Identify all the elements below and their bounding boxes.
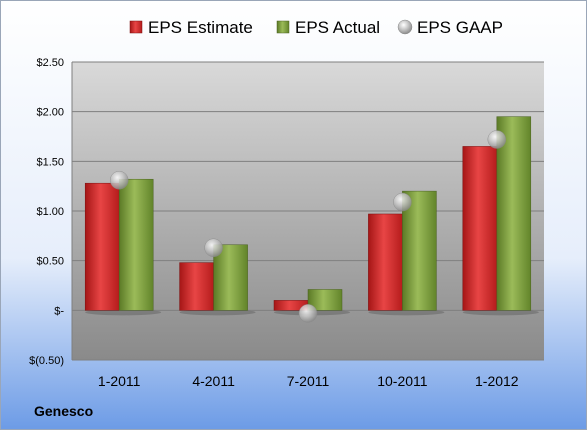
bar-eps-actual — [496, 116, 532, 311]
bar-eps-actual — [307, 289, 343, 311]
bar-eps-estimate — [84, 182, 120, 311]
bar-eps-estimate — [462, 146, 498, 311]
legend-label: EPS Estimate — [148, 18, 253, 37]
plot-area: $(0.50) $- $0.50 $1.00 $1.50 $2.00 $2.50 1-2011… — [29, 57, 544, 389]
point-eps-gaap — [298, 304, 318, 323]
bar-eps-estimate — [368, 213, 403, 311]
point-eps-gaap — [393, 192, 412, 212]
company-name: Genesco — [34, 403, 93, 419]
legend-label: EPS GAAP — [417, 18, 503, 37]
bar-shadow — [179, 309, 256, 316]
legend-label: EPS Actual — [295, 18, 380, 37]
legend-swatch — [129, 20, 143, 34]
y-tick-label: $0.50 — [36, 256, 64, 268]
x-tick-label: 7-2011 — [287, 373, 330, 389]
y-tick-label: $1.00 — [36, 206, 64, 218]
bar-shadow — [368, 309, 445, 316]
y-tick-label: $1.50 — [36, 156, 64, 168]
bar-shadow — [462, 309, 539, 316]
x-tick-label: 1-2012 — [475, 373, 519, 389]
legend-swatch — [276, 20, 290, 34]
point-eps-gaap — [109, 170, 129, 190]
bar-eps-actual — [118, 178, 154, 311]
x-tick-label: 4-2011 — [192, 373, 235, 389]
bar-eps-estimate — [179, 262, 214, 311]
legend: EPS Estimate EPS Actual EPS GAAP — [129, 18, 503, 37]
x-tick-label: 1-2011 — [98, 373, 141, 389]
point-eps-gaap — [204, 238, 223, 258]
y-tick-label: $(0.50) — [29, 355, 64, 367]
point-eps-gaap — [487, 130, 507, 149]
y-tick-label: $- — [54, 305, 64, 317]
y-tick-label: $2.50 — [36, 57, 64, 69]
bar-eps-actual — [213, 244, 248, 311]
x-tick-label: 10-2011 — [377, 373, 428, 389]
bar-eps-actual — [402, 190, 437, 311]
legend-swatch — [397, 19, 413, 35]
bar-shadow — [85, 309, 162, 316]
y-tick-label: $2.00 — [36, 107, 64, 119]
